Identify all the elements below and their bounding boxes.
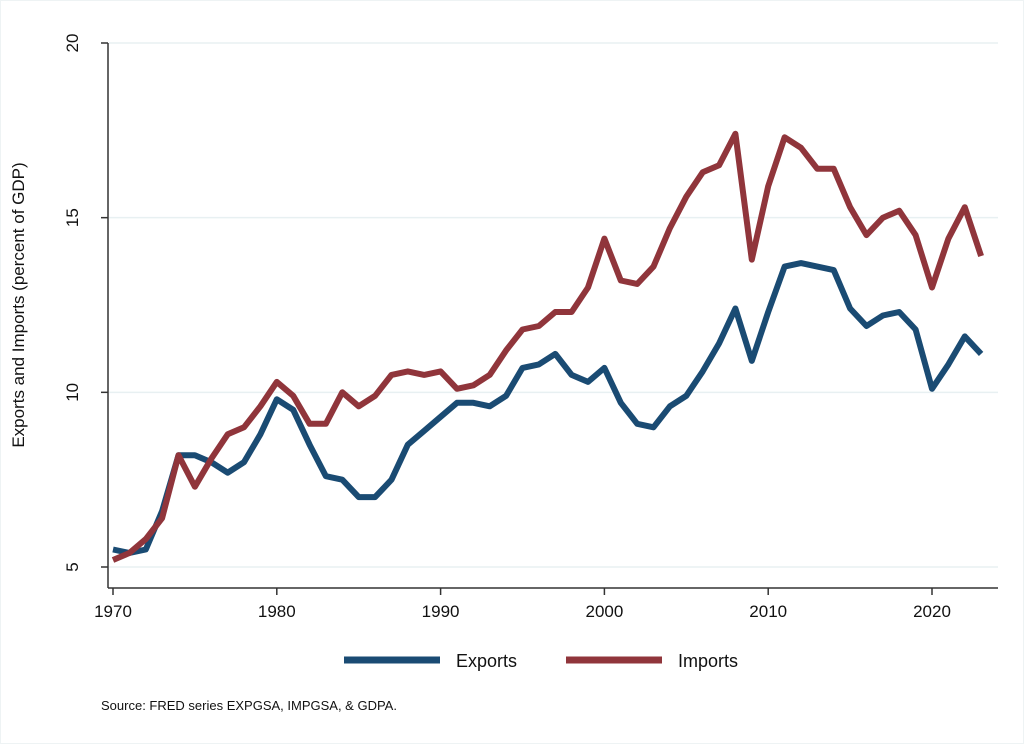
series-line-exports [112,260,984,556]
source-note: Source: FRED series EXPGSA, IMPGSA, & GD… [101,698,397,713]
x-ticks: 1970 1980 1990 2000 2010 2020 [94,588,951,621]
x-tick-label: 2010 [749,602,787,621]
y-tick-label: 10 [63,383,82,402]
y-tick-label: 15 [63,208,82,227]
legend: Exports Imports [344,651,738,671]
series-lines [111,130,984,563]
y-axis-label: Exports and Imports (percent of GDP) [9,162,28,447]
y-tick-label: 20 [63,34,82,53]
series-line-imports [111,130,984,563]
axes [107,43,998,589]
x-tick-label: 2020 [913,602,951,621]
x-tick-label: 1970 [94,602,132,621]
x-tick-label: 2000 [585,602,623,621]
legend-label-imports: Imports [678,651,738,671]
x-tick-label: 1980 [258,602,296,621]
x-tick-label: 1990 [422,602,460,621]
gridlines [109,42,998,568]
y-ticks: 5 10 15 20 [63,34,108,572]
y-tick-label: 5 [63,562,82,571]
legend-label-exports: Exports [456,651,517,671]
